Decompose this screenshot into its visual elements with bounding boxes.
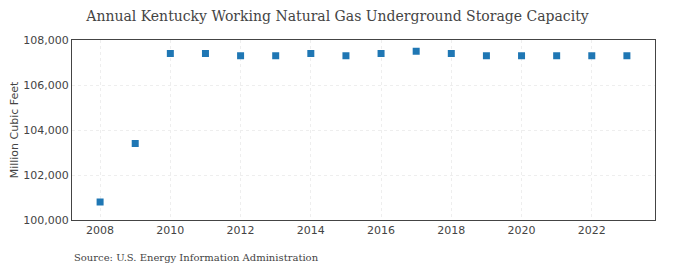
svg-text:Million Cubic Feet: Million Cubic Feet	[8, 81, 21, 178]
svg-text:106,000: 106,000	[23, 79, 69, 92]
svg-text:2020: 2020	[508, 224, 536, 237]
svg-text:2012: 2012	[227, 224, 255, 237]
svg-text:2016: 2016	[367, 224, 395, 237]
svg-text:2018: 2018	[437, 224, 465, 237]
svg-text:Source: U.S. Energy Informatio: Source: U.S. Energy Information Administ…	[74, 252, 319, 263]
svg-text:2008: 2008	[86, 224, 114, 237]
svg-text:108,000: 108,000	[23, 34, 69, 47]
svg-text:Annual Kentucky Working Natura: Annual Kentucky Working Natural Gas Unde…	[85, 8, 588, 24]
svg-text:2022: 2022	[578, 224, 606, 237]
svg-text:102,000: 102,000	[23, 169, 69, 182]
svg-text:2010: 2010	[156, 224, 184, 237]
svg-text:2014: 2014	[297, 224, 325, 237]
svg-text:100,000: 100,000	[23, 214, 69, 227]
svg-text:104,000: 104,000	[23, 124, 69, 137]
